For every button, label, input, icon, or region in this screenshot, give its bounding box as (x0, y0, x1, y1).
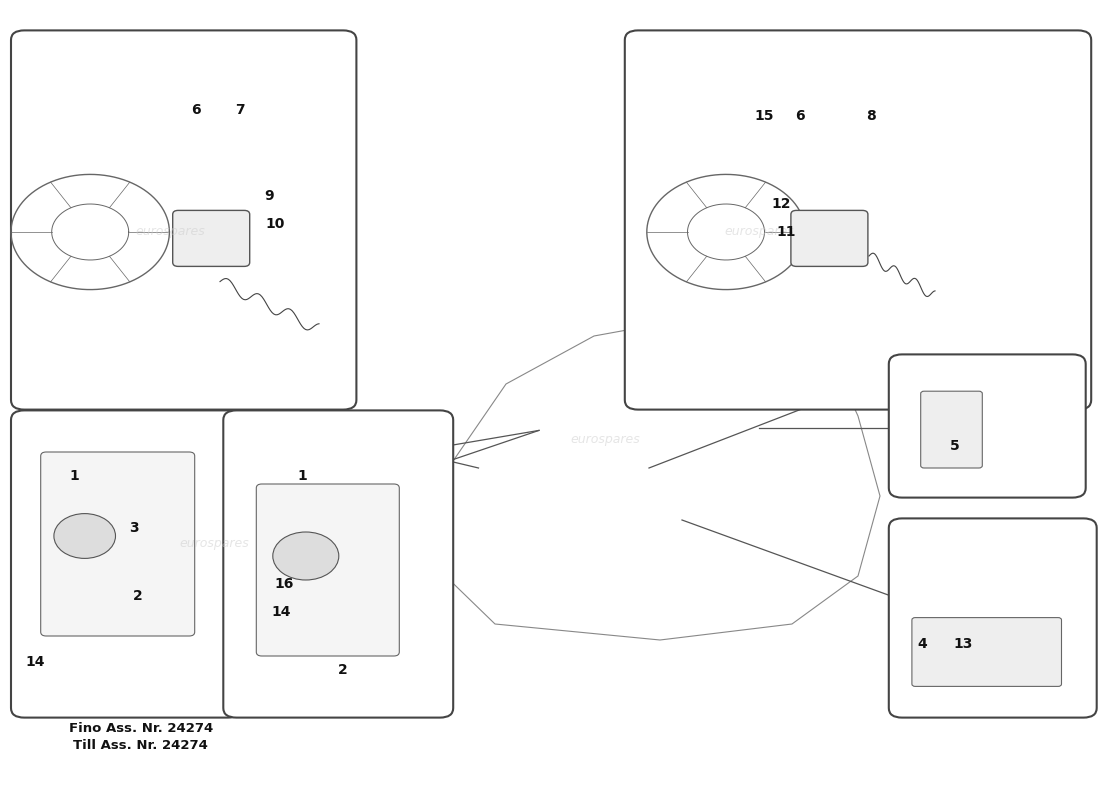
FancyBboxPatch shape (912, 618, 1062, 686)
Text: 7: 7 (235, 103, 244, 118)
Text: 1: 1 (70, 469, 79, 483)
FancyBboxPatch shape (921, 391, 982, 468)
FancyBboxPatch shape (11, 30, 356, 410)
Text: 10: 10 (265, 217, 285, 231)
Text: 12: 12 (771, 197, 791, 211)
Text: 11: 11 (777, 225, 796, 239)
Text: 13: 13 (954, 637, 974, 651)
FancyBboxPatch shape (625, 30, 1091, 410)
Text: 6: 6 (795, 109, 804, 123)
FancyBboxPatch shape (256, 484, 399, 656)
Circle shape (273, 532, 339, 580)
Text: 2: 2 (133, 589, 142, 603)
Text: eurospares: eurospares (135, 226, 206, 238)
Text: Fino Ass. Nr. 24274: Fino Ass. Nr. 24274 (68, 722, 213, 734)
Text: Till Ass. Nr. 24274: Till Ass. Nr. 24274 (74, 739, 208, 752)
FancyBboxPatch shape (791, 210, 868, 266)
Circle shape (54, 514, 116, 558)
Text: 16: 16 (274, 577, 294, 591)
Text: 8: 8 (867, 109, 876, 123)
Text: 4: 4 (917, 637, 926, 651)
FancyBboxPatch shape (173, 210, 250, 266)
FancyBboxPatch shape (41, 452, 195, 636)
Text: 6: 6 (191, 103, 200, 118)
Text: 1: 1 (298, 469, 307, 483)
Text: 3: 3 (130, 521, 139, 535)
Text: 5: 5 (950, 439, 959, 454)
FancyBboxPatch shape (223, 410, 453, 718)
Text: eurospares: eurospares (724, 226, 794, 238)
Text: 9: 9 (265, 189, 274, 203)
FancyBboxPatch shape (11, 410, 241, 718)
FancyBboxPatch shape (889, 518, 1097, 718)
Text: eurospares: eurospares (179, 538, 250, 550)
Text: 2: 2 (339, 663, 348, 678)
Text: 15: 15 (755, 109, 774, 123)
FancyBboxPatch shape (889, 354, 1086, 498)
Text: 14: 14 (272, 605, 292, 619)
Text: eurospares: eurospares (570, 434, 640, 446)
Text: 14: 14 (25, 655, 45, 670)
